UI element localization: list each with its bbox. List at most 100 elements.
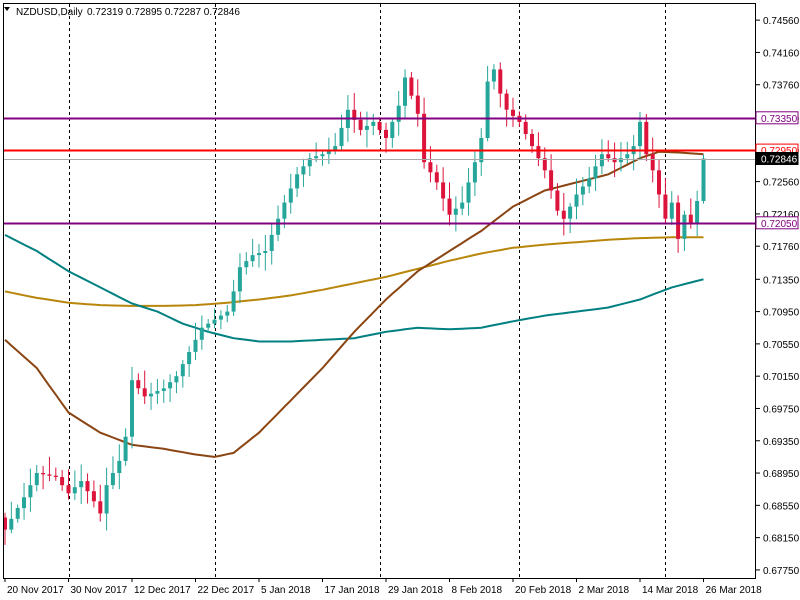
price-tick-label: 0.72560 [763, 178, 800, 189]
bull-candle [295, 174, 300, 189]
bear-candle [504, 93, 509, 110]
bear-candle [530, 134, 534, 147]
chart-header: NZDUSD,Daily 0.72319 0.72895 0.72287 0.7… [4, 7, 240, 18]
time-tick-label: 5 Jan 2018 [261, 585, 311, 596]
time-tick-label: 17 Jan 2018 [325, 585, 380, 596]
bull-candle [326, 150, 331, 155]
bear-candle [60, 477, 65, 486]
time-tick-label: 20 Feb 2018 [515, 585, 572, 596]
price-tick-label: 0.72160 [763, 210, 800, 221]
bear-candle [555, 190, 560, 211]
bear-candle [606, 154, 611, 159]
bear-candle [66, 485, 71, 494]
bull-candle [587, 178, 592, 187]
bull-candle [307, 158, 312, 167]
bull-candle [568, 206, 573, 219]
bear-candle [91, 491, 96, 502]
bull-candle [682, 214, 687, 239]
time-tick-label: 14 Mar 2018 [642, 585, 699, 596]
bull-candle [396, 105, 401, 122]
bull-candle [390, 121, 395, 138]
time-axis: 20 Nov 2017 30 Nov 2017 12 Dec 2017 22 Dec … [4, 578, 763, 596]
price-tick-label: 0.69750 [763, 404, 800, 415]
bull-candle [453, 208, 458, 215]
bull-candle [34, 473, 39, 486]
ma-fast-line [4, 150, 704, 458]
bear-candle [384, 129, 388, 138]
price-tick-label: 0.74560 [763, 16, 800, 27]
bear-candle [612, 158, 617, 163]
bear-candle [136, 380, 141, 389]
bear-candle [142, 388, 147, 397]
bear-candle [422, 113, 427, 163]
bull-candle [212, 319, 217, 324]
bear-candle [41, 473, 46, 475]
price-tick-label: 0.71350 [763, 275, 800, 286]
price-tick-label: 0.70950 [763, 308, 800, 319]
bear-candle [441, 182, 446, 199]
candles [3, 62, 706, 545]
plot-border [3, 3, 756, 579]
price-label-box [755, 152, 799, 165]
price-tick-label: 0.68950 [763, 469, 800, 480]
price-tick-label: 0.68150 [763, 534, 800, 545]
bull-candle [149, 393, 153, 397]
moving-averages [4, 150, 704, 458]
bear-candle [47, 474, 52, 476]
bull-candle [466, 182, 471, 203]
bear-candle [644, 121, 649, 155]
bull-candle [333, 146, 338, 151]
bull-candle [472, 162, 477, 183]
bull-candle [218, 315, 223, 320]
price-label-text: 0.72050 [761, 219, 798, 230]
bull-candle [491, 69, 496, 82]
bear-candle [377, 121, 382, 130]
bull-candle [174, 376, 179, 383]
price-tick-label: 0.70150 [763, 372, 800, 383]
bull-candle [339, 127, 344, 147]
ma-mid-line [4, 234, 704, 343]
bull-candle [320, 154, 325, 157]
bull-candle [180, 364, 185, 377]
bear-candle [688, 214, 693, 223]
price-tick-label: 0.69350 [763, 437, 800, 448]
bear-candle [536, 146, 541, 159]
bear-candle [53, 475, 58, 477]
bull-candle [282, 202, 287, 219]
bear-candle [511, 109, 515, 116]
bull-candle [206, 323, 211, 328]
bull-candle [250, 255, 255, 262]
price-label-text: 0.73350 [761, 114, 798, 125]
bull-candle [276, 218, 281, 235]
time-tick-label: 20 Nov 2017 [7, 585, 64, 596]
bull-candle [371, 121, 376, 126]
bull-candle [580, 186, 585, 195]
time-tick-label: 12 Dec 2017 [134, 585, 191, 596]
bull-candle [72, 487, 77, 494]
bull-candle [161, 388, 166, 391]
bull-candle [695, 201, 700, 223]
bear-candle [85, 481, 90, 492]
bear-candle [3, 517, 7, 530]
bull-candle [123, 436, 128, 461]
price-tick-label: 0.71760 [763, 242, 800, 253]
bull-candle [15, 508, 20, 519]
bull-candle [110, 473, 115, 486]
bull-candle [117, 460, 122, 473]
horizontal-levels[interactable] [4, 117, 755, 225]
bear-candle [447, 198, 452, 215]
bull-candle [485, 81, 490, 138]
bull-candle [79, 481, 84, 488]
time-tick-label: 26 Mar 2018 [706, 585, 763, 596]
bear-candle [542, 158, 547, 171]
bull-candle [193, 339, 198, 352]
price-tick-label: 0.73760 [763, 81, 800, 92]
price-label-text: 0.72950 [761, 146, 798, 157]
bear-candle [523, 121, 528, 134]
ohlc-label: 0.72319 0.72895 0.72287 0.72846 [87, 7, 240, 18]
bull-candle [314, 156, 319, 159]
bull-candle [288, 188, 293, 203]
bull-candle [231, 291, 236, 312]
triangle-down-icon[interactable] [4, 7, 10, 11]
